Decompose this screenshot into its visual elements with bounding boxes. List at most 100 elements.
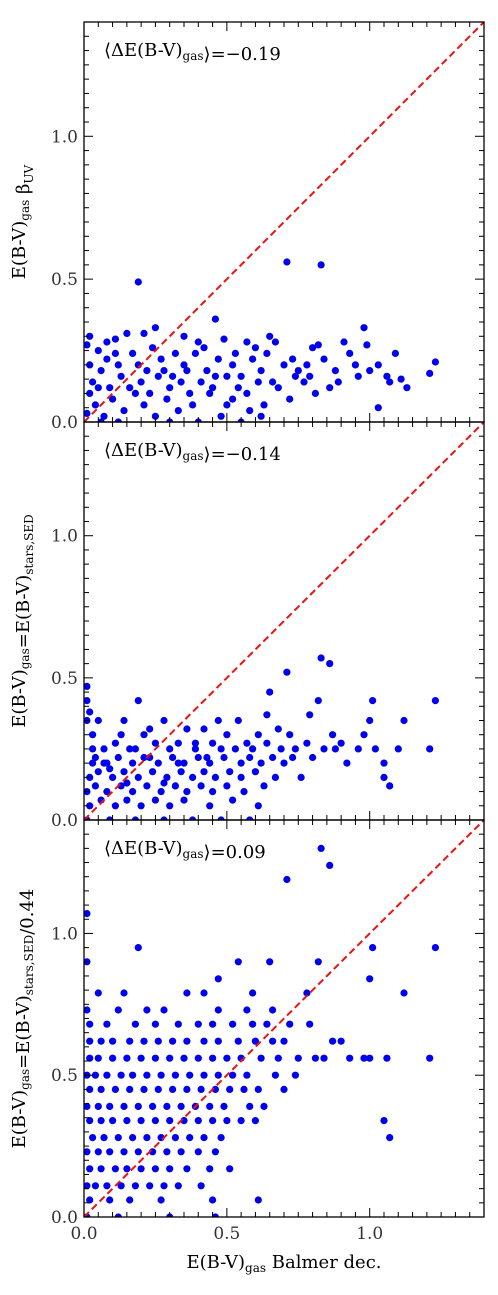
data-point-2-58 (269, 753, 277, 762)
data-point-3-153 (194, 1148, 202, 1156)
data-point-3-24 (160, 1006, 168, 1014)
data-point-1-20 (94, 347, 102, 355)
data-point-2-133 (160, 779, 168, 787)
data-point-1-28 (191, 349, 199, 357)
data-point-1-22 (114, 361, 122, 369)
data-point-3-169 (131, 1182, 139, 1190)
data-point-3-65 (123, 1054, 131, 1062)
data-point-3-88 (214, 1071, 222, 1079)
data-point-1-62 (131, 389, 139, 397)
data-point-1-35 (269, 378, 277, 386)
data-point-3-155 (86, 1165, 94, 1173)
data-point-2-60 (291, 745, 299, 753)
data-point-1-45 (391, 349, 399, 357)
y-axis-label-2-a: E(B-V) (9, 669, 30, 728)
data-point-1-96 (103, 338, 111, 346)
y-axis-label-2: E(B-V)gas=E(B-V)stars,SED (9, 514, 36, 728)
data-point-1-13 (180, 332, 188, 340)
data-point-2-104 (123, 796, 131, 804)
data-point-2-39 (140, 731, 148, 739)
data-point-2-85 (94, 768, 102, 776)
panel-3-ticks (83, 819, 485, 1218)
annotation-1-post: ⟩=−0.19 (204, 44, 281, 65)
data-point-3-166 (91, 1182, 99, 1190)
data-point-2-137 (277, 745, 285, 753)
data-point-3-160 (151, 1165, 159, 1173)
data-point-3-119 (260, 1102, 268, 1110)
panels: 0.00.51.0⟨ΔE(B-V)gas⟩=−0.19E(B-V)gas βUV… (9, 21, 485, 1244)
data-point-2-4 (266, 688, 274, 696)
data-point-3-89 (229, 1071, 237, 1079)
data-point-1-52 (260, 401, 268, 409)
data-point-3-178 (209, 1196, 217, 1204)
data-point-3-163 (206, 1165, 214, 1173)
data-point-2-68 (426, 745, 434, 753)
data-point-2-1 (317, 654, 325, 662)
data-point-3-116 (206, 1102, 214, 1110)
data-point-2-75 (226, 768, 234, 776)
data-point-1-3 (317, 261, 325, 269)
data-point-1-89 (300, 378, 308, 386)
data-point-2-41 (111, 739, 119, 747)
data-point-2-28 (303, 739, 311, 747)
data-point-2-83 (120, 768, 128, 776)
data-point-2-128 (331, 745, 339, 753)
data-point-3-41 (97, 1037, 105, 1045)
data-point-1-12 (194, 338, 202, 346)
data-point-1-54 (229, 395, 237, 403)
data-point-1-63 (120, 407, 128, 415)
data-point-2-8 (84, 682, 91, 690)
data-point-3-122 (97, 1117, 105, 1125)
y-tick-label-3-0: 0.0 (51, 1208, 78, 1228)
panel-1-points (84, 258, 439, 422)
y-axis-label-2-a-sub: gas (18, 648, 32, 669)
data-point-1-65 (100, 412, 108, 420)
annotation-3: ⟨ΔE(B-V)gas⟩=0.09 (104, 838, 266, 863)
y-axis-label-3-c: /0.44 (17, 889, 38, 935)
data-point-3-148 (120, 1148, 128, 1156)
y-tick-label-1-2: 1.0 (51, 127, 78, 147)
data-point-1-114 (291, 372, 299, 380)
data-point-2-57 (257, 759, 265, 767)
y-axis-label-3-b-sub: stars,SED (22, 935, 36, 995)
data-point-1-106 (111, 349, 119, 357)
data-point-2-23 (366, 716, 374, 725)
data-point-1-18 (86, 332, 94, 340)
data-point-2-132 (131, 745, 139, 753)
data-point-3-1 (317, 844, 325, 853)
data-point-3-183 (211, 1213, 219, 1217)
x-tick-label-0: 0.0 (70, 1224, 97, 1244)
data-point-2-20 (160, 716, 168, 725)
data-point-3-44 (140, 1037, 148, 1045)
data-point-1-29 (203, 367, 211, 375)
y-tick-label-1-1: 0.5 (51, 270, 78, 290)
data-point-2-117 (217, 816, 225, 820)
data-point-2-76 (211, 773, 219, 782)
data-point-3-164 (226, 1165, 234, 1173)
data-point-2-5 (369, 697, 377, 705)
data-point-2-49 (154, 759, 162, 767)
data-point-3-143 (217, 1134, 225, 1142)
data-point-3-157 (111, 1165, 119, 1173)
data-point-3-31 (86, 1020, 94, 1028)
data-point-1-15 (140, 329, 148, 337)
data-point-2-126 (263, 739, 271, 747)
data-point-3-170 (146, 1182, 154, 1190)
data-point-3-56 (366, 1054, 374, 1062)
data-point-2-35 (191, 739, 199, 747)
data-point-1-37 (294, 367, 302, 375)
data-point-3-175 (106, 1196, 114, 1204)
data-point-2-94 (171, 782, 179, 790)
data-point-3-93 (86, 1085, 94, 1093)
data-point-1-19 (84, 341, 91, 349)
data-point-3-43 (126, 1037, 134, 1045)
data-point-1-33 (249, 355, 257, 363)
data-point-3-35 (174, 1020, 182, 1028)
data-point-1-116 (309, 344, 317, 352)
data-point-2-79 (177, 768, 185, 776)
data-point-3-25 (214, 1006, 222, 1014)
data-point-2-109 (206, 802, 214, 810)
data-point-2-21 (120, 716, 128, 725)
data-point-1-25 (157, 355, 165, 363)
data-point-2-40 (126, 745, 134, 753)
